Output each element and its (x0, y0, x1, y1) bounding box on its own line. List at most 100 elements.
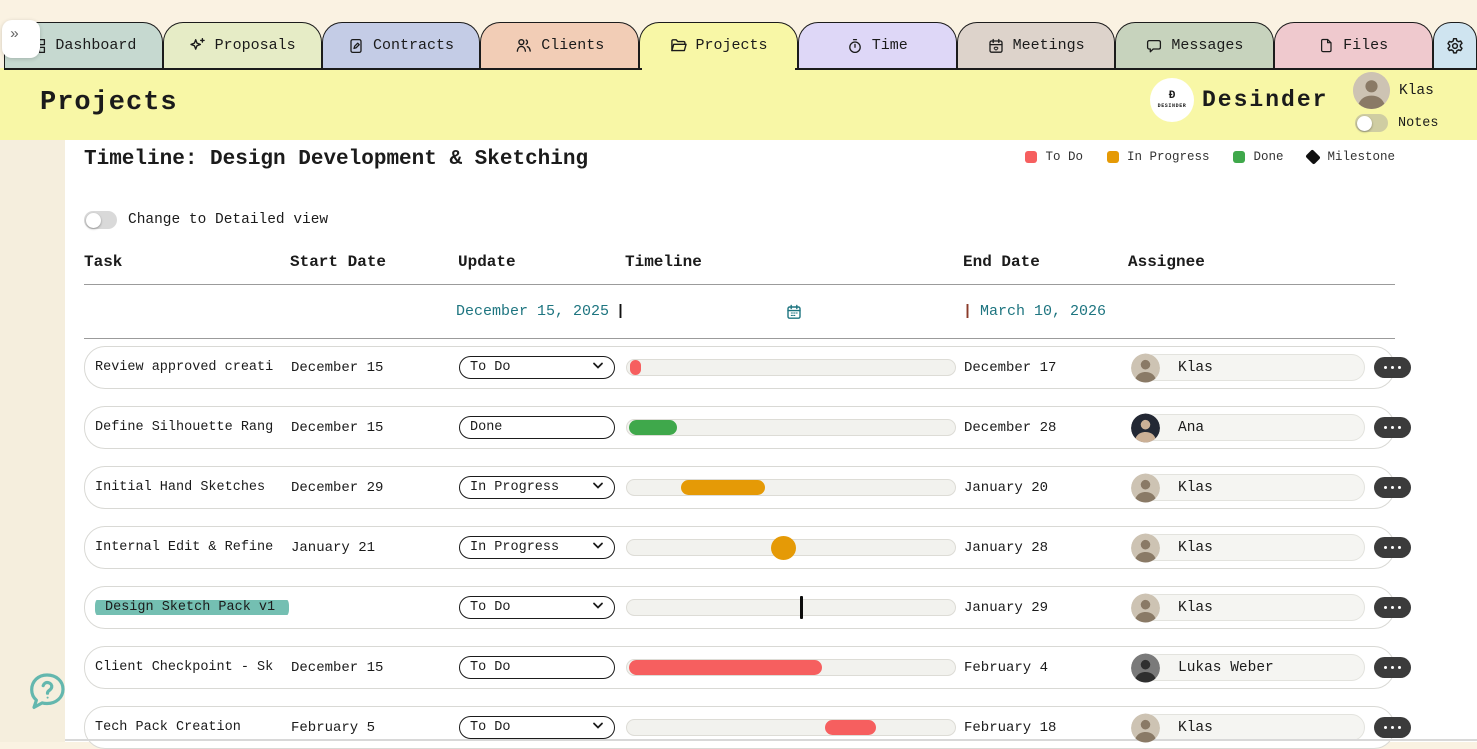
end-date-cell: February 4 (964, 659, 1049, 676)
tab-label: Contracts (372, 37, 454, 54)
detailed-view-toggle-label: Change to Detailed view (128, 212, 329, 228)
row-menu-button[interactable] (1374, 537, 1411, 558)
timeline-track[interactable] (626, 359, 956, 376)
timeline-segment[interactable] (825, 720, 877, 735)
assignee-pill[interactable]: Klas (1141, 594, 1365, 621)
range-end-input[interactable]: | March 10, 2026 (963, 303, 1107, 320)
row-menu-button[interactable] (1374, 417, 1411, 438)
status-select[interactable]: Done (459, 416, 615, 439)
left-strip (0, 140, 65, 742)
end-date-cell: December 17 (964, 359, 1057, 376)
assignee-pill[interactable]: Lukas Weber (1141, 654, 1365, 681)
timeline-cell (626, 535, 964, 560)
start-date-cell: December 15 (291, 419, 384, 436)
status-select[interactable]: To Do (459, 596, 615, 619)
col-assignee: Assignee (1128, 253, 1205, 271)
assignee-cell: Klas (1129, 593, 1411, 622)
col-end: End Date (963, 253, 1040, 271)
status-label: To Do (470, 720, 511, 735)
col-update: Update (458, 253, 516, 271)
detailed-view-toggle[interactable] (84, 211, 117, 229)
timeline-track[interactable] (626, 479, 956, 496)
end-date-cell: January 28 (964, 539, 1049, 556)
assignee-pill[interactable]: Klas (1141, 534, 1365, 561)
desinder-logo: Ð DESINDER (1150, 78, 1194, 122)
timeline-cell (626, 419, 964, 436)
divider (65, 739, 1477, 741)
row-menu-button[interactable] (1374, 597, 1411, 618)
assignee-avatar (1131, 413, 1160, 442)
chevron-down-icon (592, 720, 604, 735)
row-menu-button[interactable] (1374, 357, 1411, 378)
timeline-segment[interactable] (771, 535, 797, 560)
status-select[interactable]: To Do (459, 656, 615, 679)
legend-label: Done (1253, 150, 1284, 164)
row-menu-button[interactable] (1374, 657, 1411, 678)
timeline-segment[interactable] (681, 480, 765, 495)
status-select[interactable]: To Do (459, 716, 615, 739)
row-menu-button[interactable] (1374, 477, 1411, 498)
timeline-track[interactable] (626, 419, 956, 436)
task-cell: Define Silhouette Rang (85, 420, 291, 435)
timeline-segment[interactable] (628, 420, 677, 435)
row-menu-button[interactable] (1374, 717, 1411, 738)
assignee-pill[interactable]: Ana (1141, 414, 1365, 441)
task-row: Review approved creati December 15 To Do… (84, 346, 1411, 389)
tab-time[interactable]: Time (797, 22, 957, 68)
assignee-cell: Klas (1129, 353, 1411, 382)
timeline-segment[interactable] (630, 360, 641, 375)
toggle-knob (1356, 115, 1372, 131)
tab-settings[interactable] (1433, 22, 1477, 68)
sidebar-expand-button[interactable]: » (2, 20, 40, 58)
notes-toggle-label: Notes (1398, 115, 1439, 131)
task-cell: Design Sketch Pack v1 (85, 600, 291, 615)
tab-projects[interactable]: Projects (639, 22, 798, 70)
task-cell: Tech Pack Creation (85, 720, 291, 735)
date-range-row: December 15, 2025 | | March 10, 2026 (84, 285, 1395, 339)
tab-contracts[interactable]: Contracts (321, 22, 481, 68)
legend-swatch (1106, 151, 1119, 163)
assignee-name: Ana (1178, 419, 1205, 436)
help-icon[interactable] (24, 670, 70, 716)
timeline-track[interactable] (626, 596, 956, 619)
text-cursor: | (615, 303, 625, 320)
legend-label: Milestone (1327, 150, 1395, 164)
legend-swatch (1233, 151, 1246, 163)
task-row: Design Sketch Pack v1 To Do January 29 K… (84, 586, 1411, 629)
assignee-pill[interactable]: Klas (1141, 354, 1365, 381)
task-row: Define Silhouette Rang December 15 Done … (84, 406, 1411, 449)
legend-label: To Do (1045, 150, 1083, 164)
timeline-segment[interactable] (628, 660, 823, 675)
assignee-pill[interactable]: Klas (1141, 714, 1365, 741)
end-date-cell: February 18 (964, 719, 1057, 736)
task-label: Review approved creati (95, 360, 274, 375)
timeline-segment[interactable] (800, 596, 804, 619)
status-select[interactable]: In Progress (459, 536, 615, 559)
assignee-avatar (1131, 473, 1160, 502)
legend-item: Milestone (1305, 149, 1395, 165)
tab-label: Projects (695, 37, 768, 54)
timeline-track[interactable] (626, 659, 956, 676)
timeline-cell (626, 659, 964, 676)
calendar-icon[interactable] (786, 304, 802, 320)
tab-meetings[interactable]: Meetings (956, 22, 1116, 68)
status-select[interactable]: In Progress (459, 476, 615, 499)
logo-mark-icon: Ð (1168, 90, 1176, 102)
range-start-input[interactable]: December 15, 2025 | (455, 303, 625, 320)
tab-messages[interactable]: Messages (1115, 22, 1275, 68)
status-select[interactable]: To Do (459, 356, 615, 379)
tab-files[interactable]: Files (1274, 22, 1434, 68)
file-icon (1319, 38, 1334, 53)
user-menu[interactable]: Klas (1353, 72, 1439, 109)
timer-icon (847, 38, 863, 54)
assignee-pill[interactable]: Klas (1141, 474, 1365, 501)
task-label: Internal Edit & Refine (95, 540, 274, 555)
timeline-track[interactable] (626, 535, 956, 560)
user-avatar (1353, 72, 1390, 109)
timeline-track[interactable] (626, 719, 956, 736)
task-cell: Client Checkpoint - Sk (85, 660, 291, 675)
tab-proposals[interactable]: Proposals (162, 22, 322, 68)
logo-text: DESINDER (1157, 103, 1187, 109)
notes-toggle[interactable] (1355, 114, 1388, 132)
tab-clients[interactable]: Clients (480, 22, 640, 68)
